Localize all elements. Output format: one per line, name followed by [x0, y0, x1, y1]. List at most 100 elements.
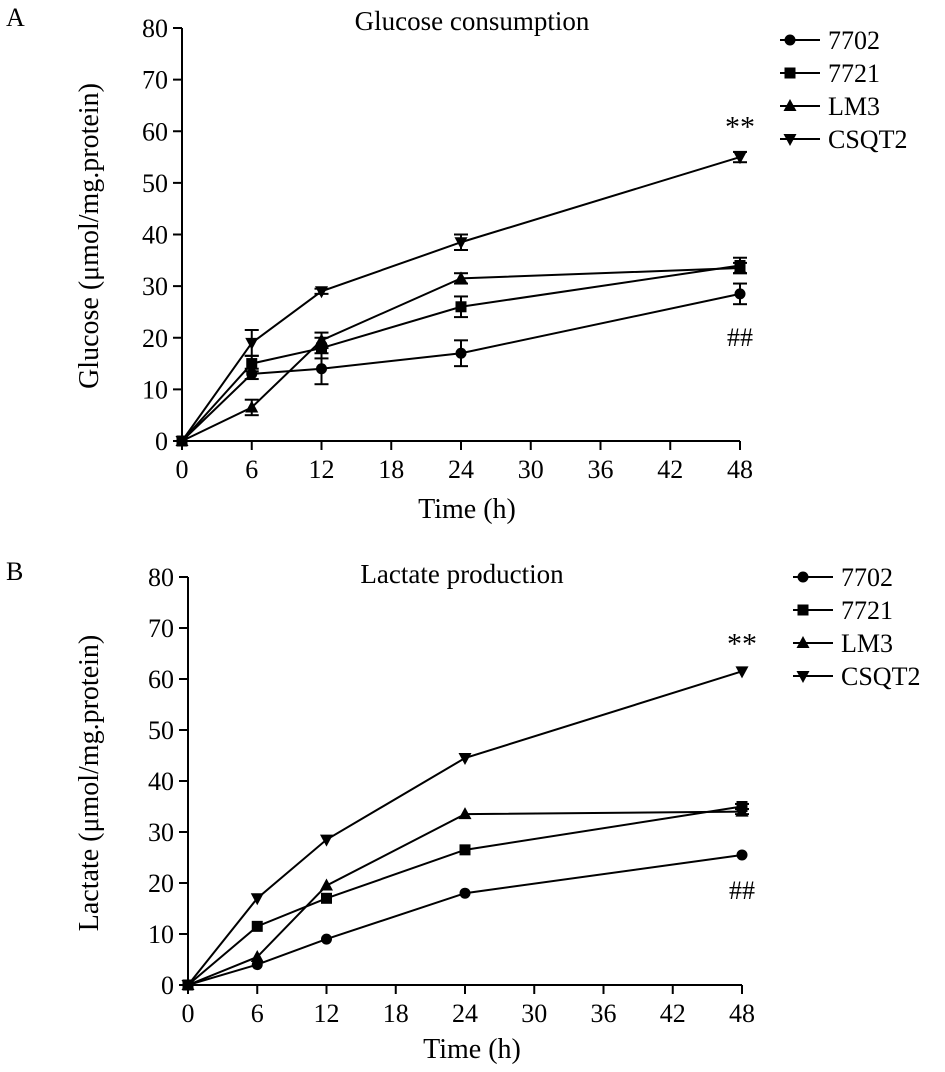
y-tick-label: 10	[148, 920, 174, 949]
y-tick-label: 50	[148, 716, 174, 745]
x-tick-label: 42	[660, 999, 686, 1028]
legend-marker	[796, 671, 810, 683]
series-csqt2	[175, 150, 747, 448]
chart-title-a: Glucose consumption	[355, 6, 590, 36]
legend-item-csqt2: CSQT2	[780, 125, 907, 154]
legend-label: 7702	[828, 26, 880, 55]
y-tick-label: 50	[142, 169, 168, 198]
x-tick-label: 48	[727, 455, 753, 484]
legend-item-7702: 7702	[780, 26, 880, 55]
data-point	[735, 804, 749, 817]
data-point	[315, 286, 328, 299]
legend-marker	[784, 67, 796, 79]
legend-label: CSQT2	[828, 125, 907, 154]
panel-label-b: B	[6, 557, 23, 586]
y-tick-label: 60	[142, 117, 168, 146]
x-tick-label: 6	[251, 999, 264, 1028]
x-tick-label: 24	[452, 999, 478, 1028]
y-tick-label: 20	[142, 324, 168, 353]
legend-label: LM3	[828, 92, 880, 121]
data-point	[246, 358, 258, 370]
x-tick-label: 0	[182, 999, 195, 1028]
x-tick-label: 18	[383, 999, 409, 1028]
legend-item-lm3: LM3	[793, 629, 893, 658]
data-point	[734, 288, 746, 300]
significance-marker: **	[727, 628, 757, 661]
data-point	[321, 933, 332, 945]
data-point	[320, 878, 333, 891]
series-a	[175, 150, 747, 448]
data-point	[459, 887, 471, 899]
x-axis-label-b: Time (h)	[423, 1034, 521, 1065]
legend-a: 7702 7721 LM3 CSQT2	[780, 26, 907, 154]
x-tick-label: 48	[729, 999, 755, 1028]
y-tick-label: 30	[142, 272, 168, 301]
y-tick-label: 80	[142, 14, 168, 43]
data-point	[455, 347, 467, 359]
data-point	[250, 893, 264, 906]
x-tick-label: 36	[588, 455, 614, 484]
x-tick-label: 0	[176, 455, 189, 484]
legend-item-lm3: LM3	[780, 92, 880, 121]
significance-marker: **	[725, 110, 755, 143]
data-point	[458, 753, 472, 766]
data-point	[321, 892, 332, 904]
hash-marker: ##	[727, 323, 753, 352]
legend-marker	[783, 99, 797, 111]
legend-label: 7721	[841, 596, 893, 625]
legend-marker	[797, 604, 809, 616]
data-point	[175, 436, 189, 448]
data-point	[455, 301, 467, 313]
y-axis-label-a: Glucose (μmol/mg.protein)	[74, 83, 105, 389]
series-lm3	[181, 804, 749, 990]
y-tick-label: 70	[148, 614, 174, 643]
axes-a: 0 6 12 18 24 30 36 42 48 0 10 20 30 40 50 60 70 80	[142, 14, 753, 484]
y-tick-label: 0	[155, 427, 168, 456]
data-point	[735, 666, 749, 679]
y-tick-label: 40	[148, 767, 174, 796]
x-tick-label: 36	[591, 999, 617, 1028]
data-point	[454, 237, 468, 250]
y-tick-label: 80	[148, 563, 174, 592]
data-point	[320, 834, 333, 847]
data-point	[458, 807, 472, 820]
legend-b: 7702 7721 LM3 CSQT2	[793, 563, 920, 691]
y-tick-label: 70	[142, 66, 168, 95]
legend-label: LM3	[841, 629, 893, 658]
data-point	[733, 152, 747, 165]
legend-item-7721: 7721	[793, 596, 893, 625]
data-point	[250, 949, 264, 962]
legend-item-7721: 7721	[780, 59, 880, 88]
chart-title-b: Lactate production	[360, 559, 564, 589]
series-csqt2	[181, 666, 749, 992]
hash-marker: ##	[729, 876, 755, 905]
data-point	[733, 261, 747, 274]
data-point	[181, 980, 195, 992]
x-tick-label: 12	[309, 455, 335, 484]
y-tick-label: 0	[161, 971, 174, 1000]
legend-item-csqt2: CSQT2	[793, 662, 920, 691]
x-tick-label: 6	[245, 455, 258, 484]
annotations-a: ** ##	[725, 110, 755, 352]
y-tick-label: 60	[148, 665, 174, 694]
y-axis-label-b: Lactate (μmol/mg.protein)	[74, 635, 105, 931]
legend-marker	[797, 571, 809, 583]
x-tick-label: 24	[448, 455, 474, 484]
data-point	[245, 400, 259, 413]
panel-a: A Glucose consumption Time (h) Glucose (…	[6, 3, 907, 525]
series-b	[181, 666, 749, 992]
annotations-b: ** ##	[727, 628, 757, 906]
y-tick-label: 40	[142, 221, 168, 250]
legend-marker	[796, 636, 810, 648]
legend-label: CSQT2	[841, 662, 920, 691]
data-point	[736, 849, 748, 861]
legend-item-7702: 7702	[793, 563, 893, 592]
x-tick-label: 30	[518, 455, 544, 484]
legend-marker	[784, 34, 796, 46]
axes-b: 0 6 12 18 24 30 36 42 48 0 10 20 30 40 50 60 70 80	[148, 563, 755, 1028]
y-tick-label: 30	[148, 818, 174, 847]
series-lm3	[175, 261, 747, 446]
x-tick-label: 12	[314, 999, 340, 1028]
